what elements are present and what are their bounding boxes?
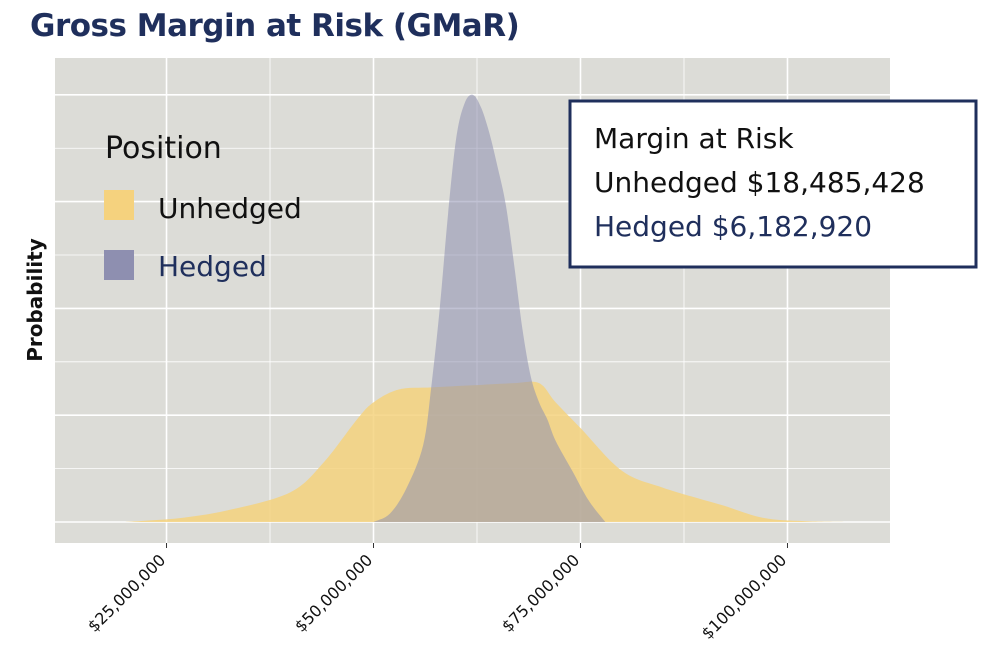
legend-label-unhedged: Unhedged — [158, 192, 302, 225]
annotation-hedged-value: Hedged $6,182,920 — [594, 210, 872, 243]
x-tick-label-3: $100,000,000 — [698, 550, 791, 643]
margin-at-risk-box: Margin at Risk Unhedged $18,485,428 Hedg… — [568, 99, 978, 269]
x-axis-ticks: $25,000,000 $50,000,000 $75,000,000 $100,00… — [84, 543, 790, 643]
annotation-border — [568, 99, 978, 269]
annotation-unhedged-value: Unhedged $18,485,428 — [594, 166, 925, 199]
density-area-hedged — [373, 94, 606, 522]
legend-swatch-hedged — [104, 250, 134, 280]
legend-title: Position — [105, 131, 222, 166]
density-areas — [125, 94, 846, 522]
x-tick-label-1: $50,000,000 — [291, 550, 376, 635]
x-tick-label-2: $75,000,000 — [498, 550, 583, 635]
chart-title: Gross Margin at Risk (GMaR) — [30, 8, 520, 44]
annotation-title: Margin at Risk — [594, 122, 794, 155]
legend-label-hedged: Hedged — [158, 250, 267, 283]
legend: Position Unhedged Hedged — [104, 131, 302, 283]
x-tick-label-0: $25,000,000 — [84, 550, 169, 635]
y-axis-label: Probability — [23, 238, 47, 362]
legend-swatch-unhedged — [104, 190, 134, 220]
